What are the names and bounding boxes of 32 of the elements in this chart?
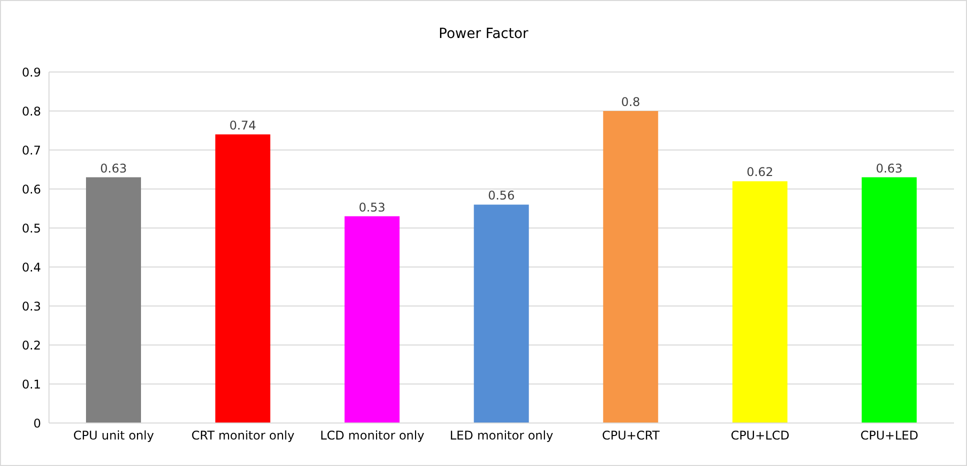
- y-tick-label: 0.1: [22, 377, 41, 392]
- y-tick-label: 0.8: [22, 104, 41, 118]
- x-tick-label: CPU+LED: [860, 428, 918, 443]
- x-tick-label: LCD monitor only: [320, 428, 424, 443]
- bar: [344, 216, 400, 423]
- y-tick-label: 0.7: [22, 143, 41, 158]
- y-tick-label: 0: [33, 416, 41, 430]
- x-tick-label: LED monitor only: [450, 428, 554, 443]
- x-tick-label: CPU unit only: [73, 428, 154, 443]
- bar: [603, 111, 658, 423]
- data-label: 0.56: [488, 188, 515, 203]
- data-label: 0.53: [358, 200, 386, 214]
- bar: [732, 181, 788, 423]
- bar: [215, 134, 270, 423]
- x-tick-label: CPU+LCD: [730, 428, 790, 443]
- data-label: 0.74: [229, 118, 256, 132]
- data-label: 0.62: [746, 165, 774, 180]
- data-label: 0.63: [100, 161, 127, 176]
- y-tick-label: 0.4: [22, 260, 41, 274]
- x-tick-label: CRT monitor only: [191, 428, 294, 443]
- bar: [862, 177, 917, 423]
- bar: [474, 204, 529, 423]
- data-label: 0.8: [621, 95, 640, 109]
- y-tick-label: 0.6: [22, 182, 41, 196]
- y-tick-label: 0.9: [22, 65, 41, 80]
- y-tick-label: 0.2: [22, 338, 41, 352]
- bar: [86, 177, 141, 423]
- x-tick-label: CPU+CRT: [602, 428, 660, 443]
- data-label: 0.63: [876, 161, 903, 176]
- chart-title: Power Factor: [438, 26, 530, 42]
- y-tick-label: 0.5: [22, 221, 41, 236]
- y-tick-label: 0.3: [22, 299, 41, 314]
